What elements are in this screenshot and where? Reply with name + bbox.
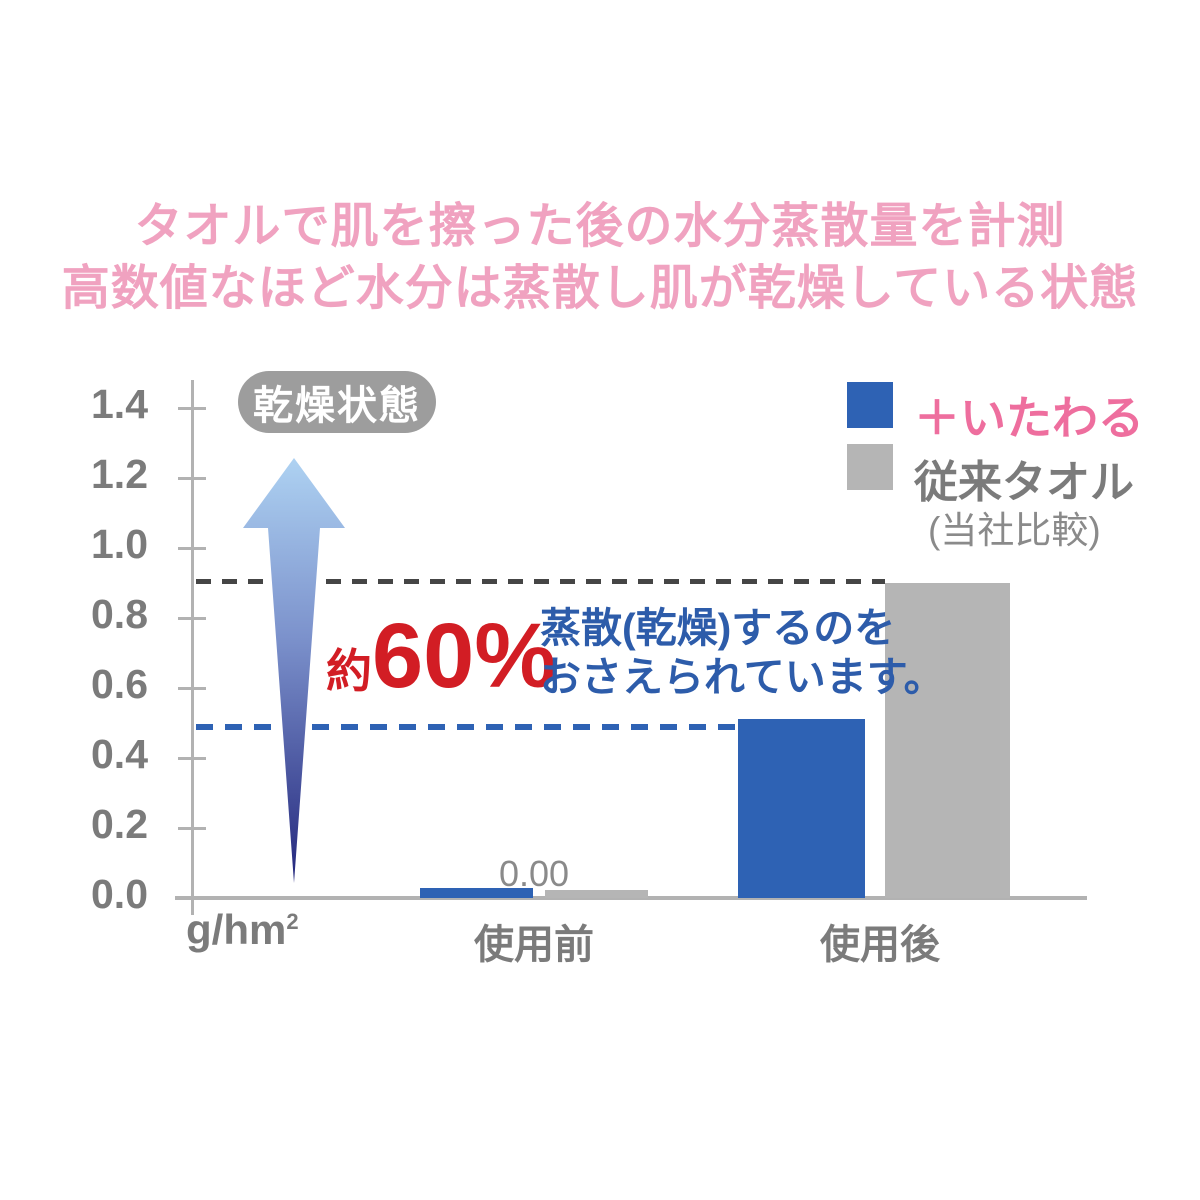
y-tick-label: 1.4: [91, 381, 148, 427]
x-label-before-use: 使用前: [474, 923, 594, 967]
legend-comparison-note: (当社比較): [928, 510, 1101, 551]
legend-label-itawaru: ＋いたわる: [914, 392, 1144, 444]
chart-title-line2: 高数値なほど水分は蒸散し肌が乾燥している状態: [61, 262, 1139, 316]
unit-text: g/hm: [186, 906, 287, 953]
dry-state-badge: 乾燥状態: [238, 371, 436, 433]
y-axis-tick: [178, 757, 206, 760]
x-axis-line: [175, 896, 1087, 900]
suppression-note-line2: おさえられています。: [540, 654, 945, 701]
reduction-annotation: 約60%: [326, 610, 556, 702]
before-use-value-label: 0.00: [498, 853, 570, 894]
legend-swatch-itawaru: [847, 382, 893, 428]
y-axis-unit-label: g/hm2: [186, 906, 299, 954]
y-axis-tick: [178, 477, 206, 480]
legend-label-conventional: 従来タオル: [914, 458, 1134, 507]
chart-title: タオルで肌を擦った後の水分蒸散量を計測 高数値なほど水分は蒸散し肌が乾燥している…: [0, 196, 1200, 321]
reduction-prefix: 約: [326, 645, 372, 697]
legend-swatch-conventional: [847, 444, 893, 490]
reduction-value: 60%: [372, 605, 557, 707]
chart-title-line1: タオルで肌を擦った後の水分蒸散量を計測: [134, 200, 1066, 253]
y-axis-tick: [178, 827, 206, 830]
bar-after-conventional: [885, 583, 1010, 898]
reference-line-itawaru: [196, 724, 738, 730]
bar-before-itawaru: [420, 888, 533, 898]
y-tick-label: 0.4: [91, 731, 148, 777]
suppression-note-line1: 蒸散(乾燥)するのを: [540, 605, 896, 651]
y-axis-tick: [178, 617, 206, 620]
y-axis-tick: [178, 407, 206, 410]
y-tick-label: 0.6: [91, 661, 148, 707]
y-tick-label: 0.8: [91, 591, 148, 637]
dry-state-badge-label: 乾燥状態: [253, 384, 421, 428]
y-tick-label: 1.0: [91, 521, 148, 567]
suppression-note: 蒸散(乾燥)するのを おさえられています。: [540, 604, 945, 702]
bar-after-itawaru: [738, 719, 865, 898]
bar-before-conventional: [545, 890, 648, 898]
y-axis-line: [191, 380, 194, 915]
y-tick-label: 0.0: [91, 871, 148, 917]
dry-direction-arrow-icon: [243, 458, 345, 883]
reference-line-conventional: [196, 579, 885, 584]
x-label-after-use: 使用後: [820, 923, 940, 967]
y-axis-tick: [178, 687, 206, 690]
unit-superscript: 2: [286, 909, 299, 934]
y-tick-label: 1.2: [91, 451, 148, 497]
y-axis-tick: [178, 547, 206, 550]
y-tick-label: 0.2: [91, 801, 148, 847]
